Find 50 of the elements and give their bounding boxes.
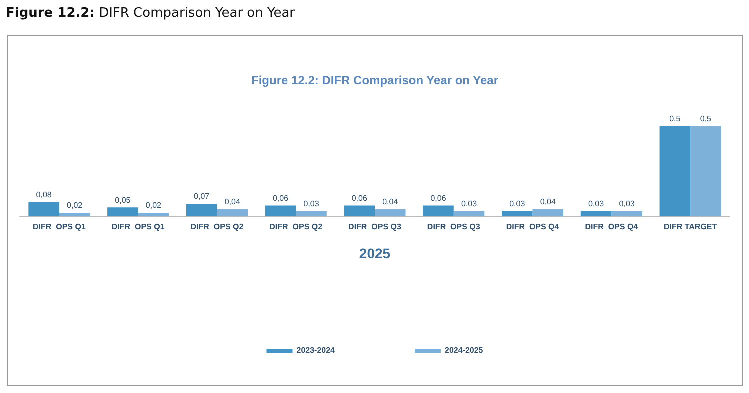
x-tick-label: DIFR_OPS Q1 (112, 222, 166, 232)
bar (28, 202, 60, 217)
caption: Figure 12.2: DIFR Comparison Year on Year (6, 6, 296, 21)
legend-label: 2024-2025 (445, 346, 484, 356)
data-label: 0,06 (272, 194, 290, 203)
x-tick-label: DIFR_OPS Q3 (348, 222, 402, 232)
data-label: 0,07 (194, 192, 210, 202)
bar (59, 212, 90, 217)
x-axis-title: 2025 (359, 245, 391, 262)
x-tick-label: DIFR TARGET (664, 222, 718, 232)
x-tick-label: DIFR_OPS Q3 (427, 222, 481, 232)
bar (660, 126, 691, 217)
data-label: 0,02 (67, 201, 84, 210)
bar (217, 209, 248, 217)
x-tick-label: DIFR_OPS Q4 (585, 222, 639, 232)
bar (138, 212, 170, 217)
chart-title: Figure 12.2: DIFR Comparison Year on Year (252, 74, 499, 88)
bar (375, 209, 406, 217)
x-tick-label: DIFR_OPS Q2 (270, 222, 324, 232)
bar (265, 206, 296, 217)
bar (108, 208, 138, 217)
legend-label: 2023-2024 (296, 346, 336, 356)
data-label: 0,06 (430, 194, 447, 203)
data-label: 0,04 (224, 198, 241, 207)
data-label: 0,04 (382, 198, 399, 207)
x-tick-label: DIFR_OPS Q4 (506, 222, 560, 232)
bar (423, 206, 454, 217)
bar (502, 211, 533, 217)
data-label: 0,03 (461, 199, 478, 208)
data-label: 0,03 (588, 199, 605, 208)
data-label: 0,04 (540, 198, 556, 207)
bar (612, 211, 642, 217)
bar (532, 209, 564, 217)
bar (296, 211, 327, 217)
data-label: 0,02 (146, 201, 162, 210)
bar (344, 206, 375, 217)
bar (454, 211, 485, 217)
data-label: 0,5 (700, 114, 712, 124)
data-label: 0,06 (352, 194, 368, 203)
data-label: 0,08 (36, 190, 52, 200)
x-tick-label: DIFR_OPS Q2 (190, 222, 244, 232)
data-label: 0,03 (619, 199, 636, 208)
bar (690, 126, 722, 217)
data-label: 0,03 (510, 199, 526, 208)
bar (186, 204, 218, 217)
data-label: 0,05 (115, 196, 132, 205)
x-tick-label: DIFR_OPS Q1 (32, 222, 86, 232)
data-label: 0,5 (670, 114, 682, 124)
data-label: 0,03 (304, 199, 320, 208)
bar (580, 211, 612, 217)
